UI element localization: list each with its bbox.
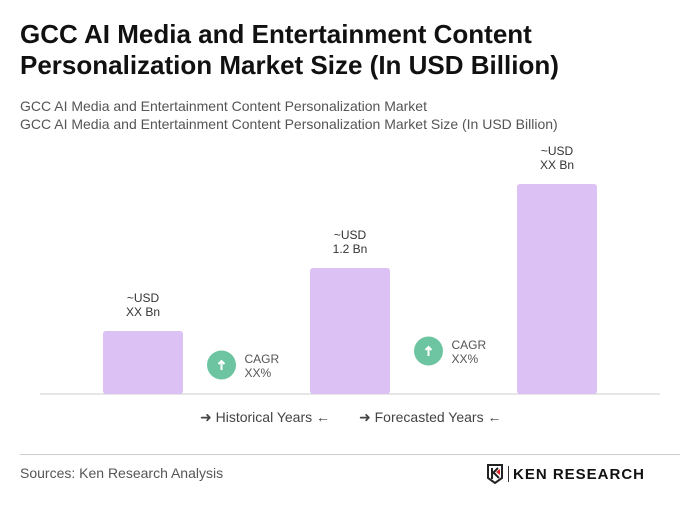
arrow-right-icon: ➜	[200, 409, 212, 425]
bar	[310, 268, 390, 394]
cagr-label: CAGR	[245, 352, 280, 366]
bar	[517, 184, 597, 394]
legend-historical: ➜ Historical Years ←	[200, 409, 330, 426]
data-label: XX Bn	[126, 305, 160, 319]
page-title: GCC AI Media and Entertainment Content P…	[20, 19, 559, 80]
legend-historical-label: Historical Years	[215, 409, 313, 425]
data-label: ~USD	[541, 144, 574, 158]
legend-forecasted-label: Forecasted Years	[374, 409, 484, 425]
data-label: ~USD	[334, 228, 367, 242]
arrow-up-icon	[217, 359, 226, 370]
cagr-label: XX%	[452, 352, 479, 366]
logo-text: KEN RESEARCH	[513, 465, 646, 483]
cagr-label: XX%	[245, 366, 272, 380]
subtitle-2: GCC AI Media and Entertainment Content P…	[20, 116, 558, 132]
ken-research-logo: KEN RESEARCH	[486, 464, 645, 484]
data-label: 1.2 Bn	[333, 242, 368, 256]
arrow-left-icon: ←	[487, 409, 502, 425]
sources: Sources: Ken Research Analysis	[20, 465, 224, 481]
subtitle: GCC AI Media and Entertainment Content P…	[20, 98, 427, 114]
divider	[20, 454, 680, 455]
arrow-right-icon: ➜	[359, 409, 371, 425]
bar	[103, 331, 183, 394]
data-label: XX Bn	[540, 158, 574, 172]
arrow-up-icon	[424, 345, 433, 356]
logo-mark-icon	[487, 464, 503, 484]
cagr-label: CAGR	[452, 338, 487, 352]
arrow-left-icon: ←	[316, 409, 331, 425]
legend-forecasted: ➜ Forecasted Years ←	[359, 409, 501, 426]
data-label: ~USD	[127, 291, 160, 305]
